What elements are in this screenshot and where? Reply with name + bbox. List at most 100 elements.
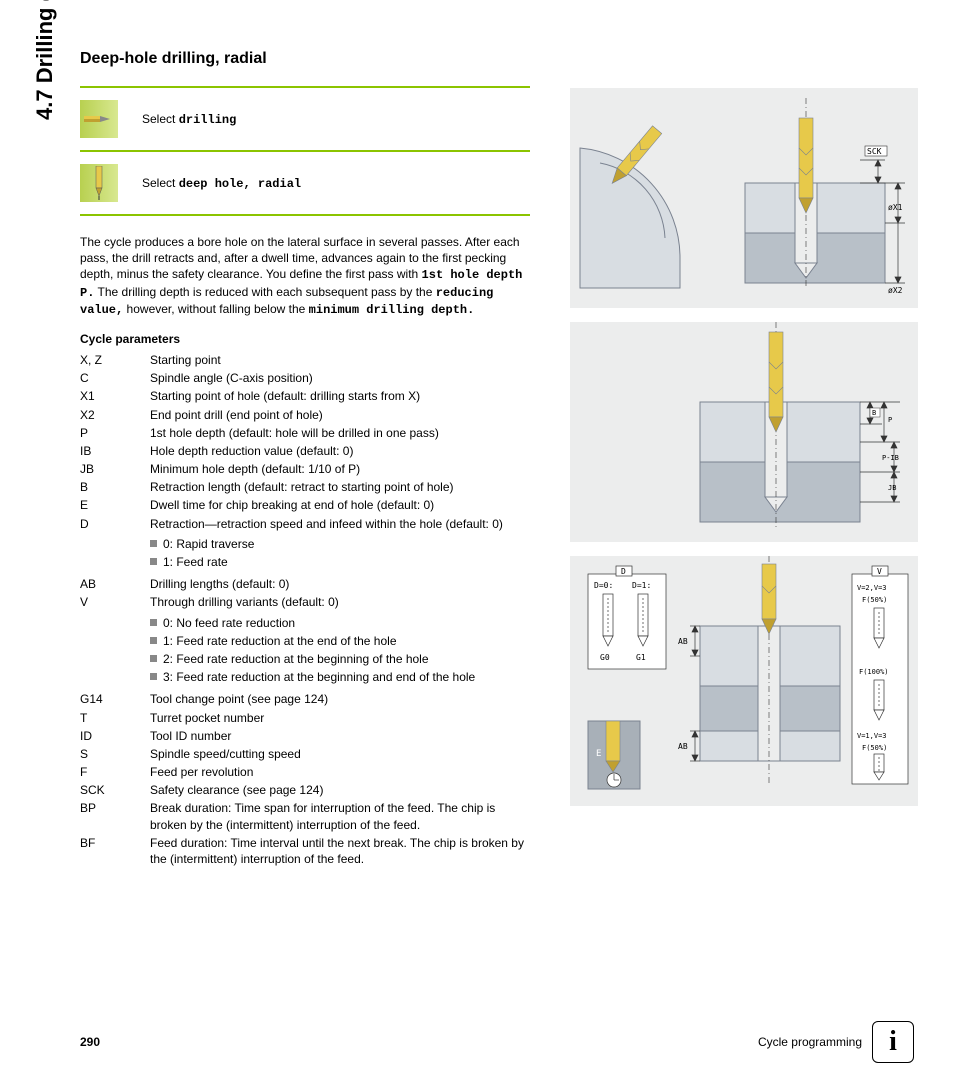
param-row: JBMinimum hole depth (default: 1/10 of P… xyxy=(80,461,530,477)
info-icon: i xyxy=(872,1021,914,1063)
param-key: SCK xyxy=(80,782,150,798)
param-row: SSpindle speed/cutting speed xyxy=(80,746,530,762)
bullet-icon xyxy=(150,540,157,547)
svg-text:D: D xyxy=(621,567,626,576)
bullet-text: 2: Feed rate reduction at the beginning … xyxy=(163,651,429,667)
bullet-icon xyxy=(150,637,157,644)
bullet-icon xyxy=(150,619,157,626)
bullet-item: 0: No feed rate reduction xyxy=(150,615,530,631)
svg-text:D=0:: D=0: xyxy=(594,581,613,590)
svg-text:D=1:: D=1: xyxy=(632,581,651,590)
param-desc: Spindle angle (C-axis position) xyxy=(150,370,530,386)
param-desc: 1st hole depth (default: hole will be dr… xyxy=(150,425,530,441)
param-key: P xyxy=(80,425,150,441)
param-desc: Feed duration: Time interval until the n… xyxy=(150,835,530,867)
param-key: B xyxy=(80,479,150,495)
svg-text:F(50%): F(50%) xyxy=(862,744,887,752)
param-key: T xyxy=(80,710,150,726)
svg-text:E: E xyxy=(596,749,601,759)
param-row: BRetraction length (default: retract to … xyxy=(80,479,530,495)
param-key: X2 xyxy=(80,407,150,423)
svg-text:AB: AB xyxy=(678,742,688,751)
param-key: IB xyxy=(80,443,150,459)
param-desc: Tool ID number xyxy=(150,728,530,744)
cycle-params-heading: Cycle parameters xyxy=(80,332,530,346)
param-desc: Turret pocket number xyxy=(150,710,530,726)
svg-text:G1: G1 xyxy=(636,653,646,662)
param-desc: Minimum hole depth (default: 1/10 of P) xyxy=(150,461,530,477)
param-row: IBHole depth reduction value (default: 0… xyxy=(80,443,530,459)
bullet-text: 0: Rapid traverse xyxy=(163,536,254,552)
param-key: BP xyxy=(80,800,150,816)
param-key: G14 xyxy=(80,691,150,707)
description-text: The cycle produces a bore hole on the la… xyxy=(80,234,530,318)
param-key: C xyxy=(80,370,150,386)
svg-text:SCK: SCK xyxy=(867,147,882,156)
select-deep-hole-row: Select deep hole, radial xyxy=(80,158,530,208)
bullet-item: 1: Feed rate xyxy=(150,554,530,570)
param-desc: Starting point xyxy=(150,352,530,368)
param-key: AB xyxy=(80,576,150,592)
svg-text:AB: AB xyxy=(678,637,688,646)
param-row: SCKSafety clearance (see page 124) xyxy=(80,782,530,798)
figure-3: D D=0: D=1: G0 G1 xyxy=(570,556,918,806)
svg-text:P: P xyxy=(888,416,892,424)
bullet-icon xyxy=(150,558,157,565)
param-key: X1 xyxy=(80,388,150,404)
deep-hole-radial-icon xyxy=(80,164,118,202)
bullet-item: 1: Feed rate reduction at the end of the… xyxy=(150,633,530,649)
drilling-icon xyxy=(80,100,118,138)
select-deep-hole-text: Select deep hole, radial xyxy=(142,176,301,191)
param-desc: Spindle speed/cutting speed xyxy=(150,746,530,762)
bullet-text: 1: Feed rate xyxy=(163,554,228,570)
svg-text:F(50%): F(50%) xyxy=(862,596,887,604)
param-desc: Drilling lengths (default: 0) xyxy=(150,576,530,592)
bullet-text: 1: Feed rate reduction at the end of the… xyxy=(163,633,397,649)
param-key: S xyxy=(80,746,150,762)
param-desc: Starting point of hole (default: drillin… xyxy=(150,388,530,404)
param-key: BF xyxy=(80,835,150,851)
param-row: X1Starting point of hole (default: drill… xyxy=(80,388,530,404)
param-desc: Retraction—retraction speed and infeed w… xyxy=(150,516,530,532)
figure-1: SCK øX1 øX2 xyxy=(570,88,918,308)
bullet-icon xyxy=(150,655,157,662)
param-desc: Break duration: Time span for interrupti… xyxy=(150,800,530,832)
param-desc: Through drilling variants (default: 0) xyxy=(150,594,530,610)
param-row: G14Tool change point (see page 124) xyxy=(80,691,530,707)
divider xyxy=(80,86,530,88)
param-row: FFeed per revolution xyxy=(80,764,530,780)
param-key: ID xyxy=(80,728,150,744)
svg-text:F(100%): F(100%) xyxy=(859,668,889,676)
svg-text:V=1,V=3: V=1,V=3 xyxy=(857,732,887,740)
param-row: TTurret pocket number xyxy=(80,710,530,726)
bullet-text: 3: Feed rate reduction at the beginning … xyxy=(163,669,475,685)
param-desc: Hole depth reduction value (default: 0) xyxy=(150,443,530,459)
param-row: BPBreak duration: Time span for interrup… xyxy=(80,800,530,832)
param-desc: Dwell time for chip breaking at end of h… xyxy=(150,497,530,513)
param-desc: End point drill (end point of hole) xyxy=(150,407,530,423)
param-row: BFFeed duration: Time interval until the… xyxy=(80,835,530,867)
param-key: JB xyxy=(80,461,150,477)
svg-text:G0: G0 xyxy=(600,653,610,662)
svg-text:V: V xyxy=(877,567,882,576)
param-key: V xyxy=(80,594,150,610)
svg-text:JB: JB xyxy=(888,484,896,492)
svg-text:B: B xyxy=(872,409,876,417)
param-desc: Safety clearance (see page 124) xyxy=(150,782,530,798)
bullet-icon xyxy=(150,673,157,680)
page-number: 290 xyxy=(80,1035,100,1049)
param-row: DRetraction—retraction speed and infeed … xyxy=(80,516,530,532)
param-key: E xyxy=(80,497,150,513)
param-desc: Feed per revolution xyxy=(150,764,530,780)
footer-label: Cycle programming xyxy=(758,1035,862,1049)
param-row: CSpindle angle (C-axis position) xyxy=(80,370,530,386)
param-row: EDwell time for chip breaking at end of … xyxy=(80,497,530,513)
param-row: IDTool ID number xyxy=(80,728,530,744)
select-drilling-row: Select drilling xyxy=(80,94,530,144)
param-row: VThrough drilling variants (default: 0) xyxy=(80,594,530,610)
param-row: P1st hole depth (default: hole will be d… xyxy=(80,425,530,441)
param-row: X2End point drill (end point of hole) xyxy=(80,407,530,423)
param-row: X, ZStarting point xyxy=(80,352,530,368)
divider xyxy=(80,150,530,152)
param-key: D xyxy=(80,516,150,532)
